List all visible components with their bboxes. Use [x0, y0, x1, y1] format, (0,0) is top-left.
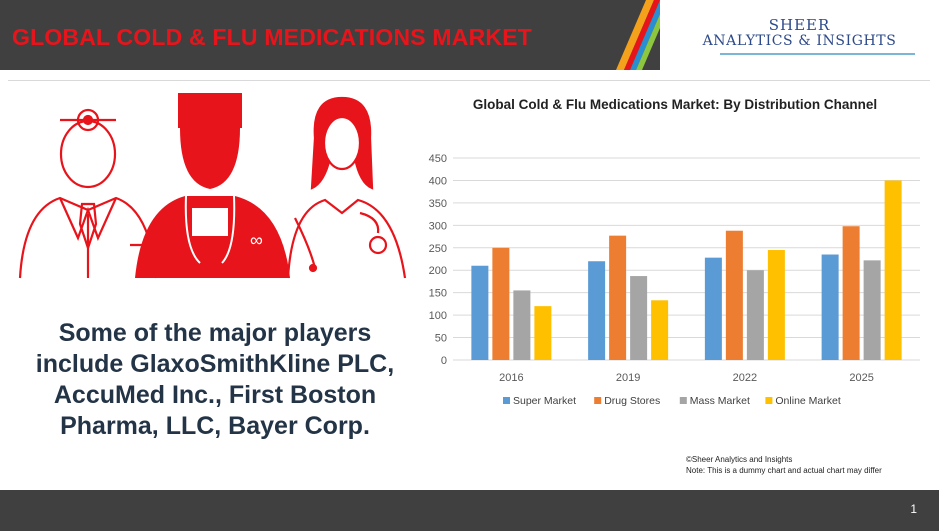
- x-tick-label: 2019: [616, 372, 640, 384]
- legend-label: Drug Stores: [604, 395, 660, 407]
- y-tick-label: 450: [429, 153, 447, 165]
- y-tick-label: 250: [429, 243, 447, 255]
- y-tick-label: 50: [435, 333, 447, 345]
- x-tick-label: 2025: [849, 372, 873, 384]
- legend-swatch: [594, 397, 602, 404]
- legend-swatch: [503, 397, 510, 404]
- medical-staff-illustration: ∞: [18, 93, 407, 279]
- doctor-icon: [18, 108, 158, 279]
- nurse-icon: [286, 96, 407, 279]
- x-tick-label: 2022: [733, 372, 757, 384]
- page-number: 1: [910, 502, 917, 516]
- bar-super-market: [704, 257, 722, 360]
- y-tick-label: 0: [441, 355, 447, 367]
- legend-label: Super Market: [513, 395, 576, 407]
- bar-mass-market: [513, 290, 531, 360]
- header-bar: GLOBAL COLD & FLU MEDICATIONS MARKET SHE…: [0, 0, 939, 70]
- major-players-text: Some of the major players include GlaxoS…: [35, 319, 395, 440]
- copyright-credit: ©Sheer Analytics and Insights: [686, 455, 793, 464]
- surgeon-icon: ∞: [135, 93, 290, 278]
- bar-drug-stores: [609, 235, 627, 360]
- logo-line2: ANALYTICS & INSIGHTS: [702, 33, 897, 49]
- y-tick-label: 100: [429, 310, 447, 322]
- bar-drug-stores: [492, 247, 510, 360]
- divider-line: [8, 80, 930, 81]
- y-tick-label: 400: [429, 175, 447, 187]
- logo-line1: SHEER: [768, 16, 831, 34]
- bar-super-market: [588, 261, 606, 360]
- bar-online-market: [767, 250, 785, 360]
- page-title: GLOBAL COLD & FLU MEDICATIONS MARKET: [12, 24, 532, 50]
- distribution-channel-chart: Global Cold & Flu Medications Market: By…: [429, 97, 920, 407]
- stripe-decoration: [616, 0, 670, 70]
- y-tick-label: 150: [429, 288, 447, 300]
- legend-swatch: [679, 397, 687, 404]
- bar-mass-market: [863, 260, 881, 360]
- x-tick-label: 2016: [499, 372, 523, 384]
- bar-super-market: [821, 254, 839, 360]
- y-tick-label: 350: [429, 198, 447, 210]
- bar-mass-market: [630, 276, 648, 360]
- bar-online-market: [651, 300, 669, 360]
- chart-title: Global Cold & Flu Medications Market: By…: [473, 97, 877, 112]
- legend-swatch: [765, 397, 773, 404]
- bar-drug-stores: [842, 226, 860, 360]
- y-tick-label: 300: [429, 220, 447, 232]
- disclaimer-note: Note: This is a dummy chart and actual c…: [686, 466, 882, 475]
- bar-mass-market: [746, 270, 764, 360]
- svg-text:∞: ∞: [250, 230, 263, 250]
- company-logo: SHEER ANALYTICS & INSIGHTS: [660, 0, 939, 70]
- footer-bar: 1: [0, 490, 939, 531]
- bar-online-market: [884, 180, 902, 360]
- bar-online-market: [534, 306, 552, 360]
- bar-drug-stores: [725, 230, 743, 360]
- logo-underline: [720, 53, 915, 55]
- y-tick-label: 200: [429, 265, 447, 277]
- legend-label: Mass Market: [690, 395, 750, 407]
- bar-super-market: [471, 265, 489, 360]
- legend-label: Online Market: [775, 395, 840, 407]
